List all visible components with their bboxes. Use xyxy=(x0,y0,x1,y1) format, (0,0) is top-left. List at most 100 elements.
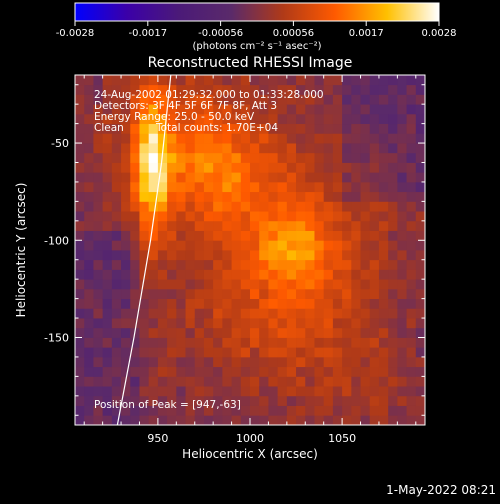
heatmap-cell xyxy=(332,94,343,105)
heatmap-cell xyxy=(259,201,269,212)
heatmap-cell xyxy=(75,376,85,387)
heatmap-cell xyxy=(148,123,159,134)
heatmap-cell xyxy=(286,298,297,309)
heatmap-cell xyxy=(222,386,232,397)
heatmap-cell xyxy=(388,75,398,86)
heatmap-cell xyxy=(388,250,398,261)
heatmap-cell xyxy=(388,172,398,183)
heatmap-cell xyxy=(157,181,168,193)
heatmap-cell xyxy=(388,162,398,173)
heatmap-cell xyxy=(84,201,94,212)
heatmap-cell xyxy=(323,143,334,154)
heatmap-cell xyxy=(139,191,150,202)
heatmap-cell xyxy=(203,75,214,86)
heatmap-cell xyxy=(75,288,85,300)
heatmap-cell xyxy=(148,181,159,193)
heatmap-cell xyxy=(369,308,380,319)
heatmap-cell xyxy=(305,376,315,387)
heatmap-cell xyxy=(314,395,325,406)
heatmap-cell xyxy=(185,356,196,368)
heatmap-cell xyxy=(93,211,104,222)
heatmap-cell xyxy=(305,220,315,231)
heatmap-cell xyxy=(277,220,288,231)
heatmap-cell xyxy=(240,395,251,406)
heatmap-cell xyxy=(231,250,242,261)
heatmap-cell xyxy=(148,113,159,125)
heatmap-cell xyxy=(406,172,417,183)
heatmap-cell xyxy=(231,366,242,377)
heatmap-cell xyxy=(203,376,214,387)
heatmap-cell xyxy=(351,395,361,406)
heatmap-cell xyxy=(176,318,186,329)
heatmap-cell xyxy=(139,395,150,406)
heatmap-cell xyxy=(203,201,214,212)
heatmap-cell xyxy=(332,298,343,309)
heatmap-cell xyxy=(240,104,251,115)
heatmap-cell xyxy=(176,347,186,358)
heatmap-cell xyxy=(111,201,122,212)
heatmap-cell xyxy=(342,104,352,115)
heatmap-cell xyxy=(296,376,306,387)
heatmap-cell xyxy=(342,327,352,338)
heatmap-cell xyxy=(75,84,85,95)
heatmap-cell xyxy=(305,172,315,183)
heatmap-cell xyxy=(305,318,315,329)
heatmap-cell xyxy=(240,386,251,397)
heatmap-cell xyxy=(369,191,380,202)
heatmap-cell xyxy=(268,123,279,134)
heatmap-cell xyxy=(378,395,389,406)
heatmap-cell xyxy=(388,327,398,338)
heatmap-cell xyxy=(360,347,371,358)
heatmap-cell xyxy=(167,172,177,183)
heatmap-cell xyxy=(93,395,104,406)
heatmap-cell xyxy=(102,162,113,173)
heatmap-cell xyxy=(296,172,306,183)
heatmap-cell xyxy=(360,308,371,319)
heatmap-cell xyxy=(332,123,343,134)
heatmap-cell xyxy=(277,288,288,300)
heatmap-cell xyxy=(277,347,288,358)
heatmap-cell xyxy=(406,211,417,222)
heatmap-cell xyxy=(213,269,223,280)
heatmap-cell xyxy=(167,259,177,270)
heatmap-cell xyxy=(332,104,343,115)
heatmap-cell xyxy=(111,308,122,319)
heatmap-cell xyxy=(203,386,214,397)
heatmap-cell xyxy=(388,181,398,193)
heatmap-cell xyxy=(360,191,371,202)
heatmap-cell xyxy=(406,269,417,280)
heatmap-cell xyxy=(222,230,232,241)
heatmap-cell xyxy=(351,191,361,202)
heatmap-cell xyxy=(332,211,343,222)
heatmap-cell xyxy=(222,84,232,95)
heatmap-cell xyxy=(121,356,131,368)
heatmap-cell xyxy=(194,337,205,348)
heatmap-cell xyxy=(259,376,269,387)
heatmap-cell xyxy=(75,415,85,425)
heatmap-cell xyxy=(194,269,205,280)
heatmap-cell xyxy=(332,395,343,406)
heatmap-cell xyxy=(102,318,113,329)
heatmap-cell xyxy=(286,279,297,290)
heatmap-cell xyxy=(102,201,113,212)
heatmap-cell xyxy=(277,113,288,125)
heatmap-cell xyxy=(351,104,361,115)
heatmap-cell xyxy=(194,172,205,183)
heatmap-cell xyxy=(75,298,85,309)
time-range-text: 24-Aug-2002 01:29:32.000 to 01:33:28.000 xyxy=(94,89,324,101)
heatmap-cell xyxy=(259,211,269,222)
heatmap-cell xyxy=(296,113,306,125)
heatmap-cell xyxy=(259,84,269,95)
heatmap-cell xyxy=(93,347,104,358)
heatmap-cell xyxy=(176,259,186,270)
heatmap-cell xyxy=(194,191,205,202)
heatmap-cell xyxy=(176,143,186,154)
heatmap-cell xyxy=(167,308,177,319)
heatmap-cell xyxy=(323,211,334,222)
heatmap-cell xyxy=(185,220,196,231)
heatmap-cell xyxy=(351,250,361,261)
heatmap-cell xyxy=(167,366,177,377)
heatmap-cell xyxy=(332,84,343,95)
heatmap-cell xyxy=(397,327,407,338)
heatmap-cell xyxy=(332,230,343,241)
